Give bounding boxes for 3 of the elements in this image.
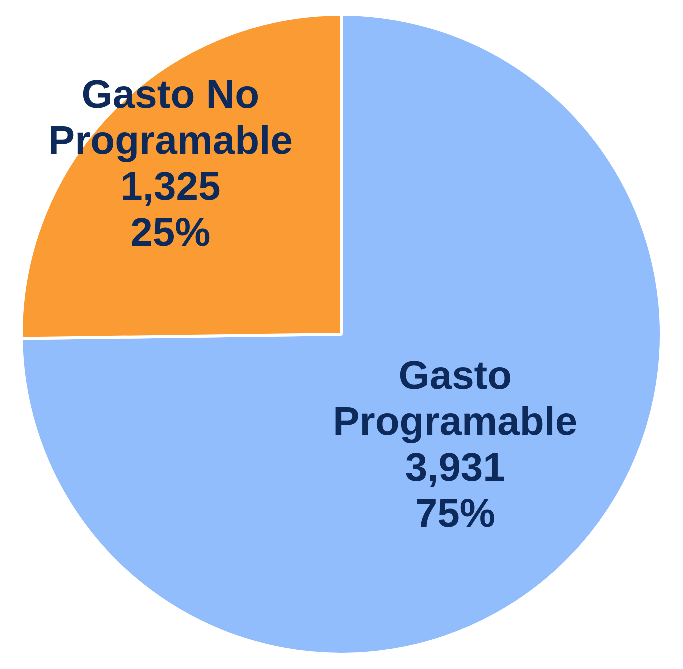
slice-label: Gasto Programable [333,354,578,444]
data-label: 3,931 75% [405,446,506,536]
data-label: 1,325 25% [120,164,221,255]
